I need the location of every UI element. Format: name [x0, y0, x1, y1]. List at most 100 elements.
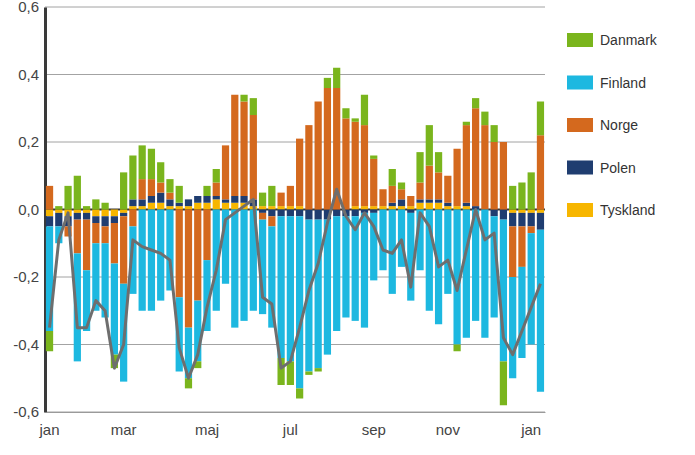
bar [435, 152, 442, 172]
bar [157, 183, 164, 193]
bar [407, 210, 414, 213]
y-tick: -0,6 [13, 403, 45, 420]
bar [213, 169, 220, 183]
bar [194, 210, 201, 301]
bar [518, 213, 525, 227]
bar [74, 176, 81, 210]
bar [231, 210, 238, 328]
grid-line [45, 7, 545, 8]
bar [203, 196, 210, 203]
marks [46, 68, 544, 406]
bar [398, 199, 405, 206]
bar [472, 98, 479, 108]
bar [268, 206, 275, 209]
bar [518, 267, 525, 358]
line [50, 189, 541, 378]
bar [416, 203, 423, 210]
bar [74, 210, 81, 213]
bar [176, 203, 183, 206]
legend-item: Tyskland [567, 202, 655, 218]
bar [333, 210, 340, 217]
bar [231, 196, 238, 203]
bar [74, 220, 81, 254]
bar [370, 206, 377, 209]
bar [157, 203, 164, 210]
bar [83, 206, 90, 209]
bar [509, 213, 516, 227]
legend-label: Norge [600, 117, 638, 133]
bar [185, 210, 192, 328]
bar [537, 210, 544, 213]
bar [361, 206, 368, 209]
bar [500, 142, 507, 210]
bar [315, 102, 322, 210]
bar [277, 210, 284, 217]
bar [398, 183, 405, 190]
x-tick: jan [39, 412, 60, 438]
bar [111, 210, 118, 217]
bar [370, 156, 377, 159]
bar [185, 378, 192, 388]
bar [148, 196, 155, 203]
bar [305, 125, 312, 209]
bar [435, 203, 442, 210]
bar [453, 149, 460, 206]
bar [518, 183, 525, 210]
bar [537, 135, 544, 209]
bar [120, 210, 127, 213]
bar [120, 213, 127, 216]
x-tick: nov [436, 412, 461, 438]
y-tick: -0,4 [13, 336, 45, 353]
bar [528, 210, 535, 213]
bar [389, 169, 396, 186]
x-tick: mar [111, 412, 137, 438]
bar [444, 210, 451, 294]
x-tick: jul [282, 412, 298, 438]
legend-item: Norge [567, 117, 638, 133]
bar [324, 88, 331, 210]
bar [287, 216, 294, 361]
bar [352, 206, 359, 209]
x-axis-line [46, 412, 546, 413]
legend: DanmarkFinlandNorgePolenTyskland [567, 32, 658, 218]
bar [64, 186, 71, 210]
bar [176, 186, 183, 203]
x-tick: sep [362, 412, 386, 438]
bar [55, 213, 62, 227]
bar [74, 213, 81, 220]
bar [370, 210, 377, 213]
bar [426, 166, 433, 200]
bar [83, 210, 90, 213]
legend-swatch [567, 118, 593, 132]
bar [426, 125, 433, 166]
bar [139, 206, 146, 209]
bar [268, 186, 275, 206]
bar [333, 68, 340, 88]
bar [231, 203, 238, 210]
y-tick: 0,0 [18, 201, 45, 218]
bar [435, 172, 442, 199]
bar [296, 206, 303, 209]
bar [176, 206, 183, 209]
bar [463, 203, 470, 206]
bar [46, 186, 53, 210]
bar [537, 102, 544, 136]
bar [194, 196, 201, 203]
bar [370, 159, 377, 206]
bar [528, 172, 535, 209]
bar [481, 125, 488, 209]
bar [444, 203, 451, 206]
bar [537, 213, 544, 230]
bar [435, 199, 442, 202]
bar [277, 216, 284, 358]
bar [92, 199, 99, 209]
bar [213, 199, 220, 209]
bar [491, 125, 498, 142]
bar [518, 210, 525, 213]
x-tick-label: mar [111, 421, 137, 438]
bar [240, 196, 247, 203]
bar [491, 142, 498, 210]
bar [92, 216, 99, 223]
legend-label: Finland [600, 75, 646, 91]
bar [296, 210, 303, 217]
